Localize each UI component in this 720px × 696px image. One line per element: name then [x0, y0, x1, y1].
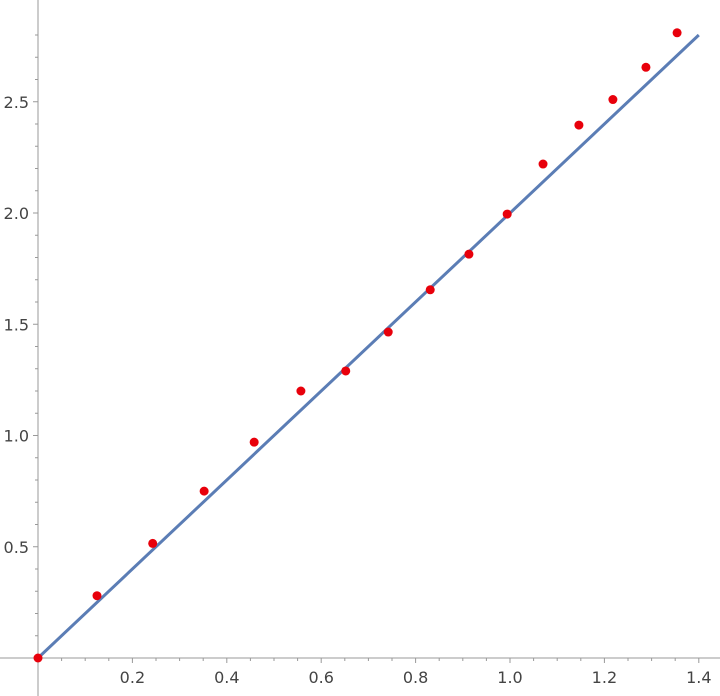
y-tick-label: 1.0: [4, 427, 29, 446]
data-point: [574, 120, 584, 130]
data-point: [341, 366, 351, 376]
data-point: [383, 327, 393, 337]
y-tick-label: 2.5: [4, 93, 29, 112]
data-point: [538, 159, 548, 169]
x-tick-label: 0.4: [214, 668, 239, 687]
x-tick-label: 1.4: [686, 668, 711, 687]
series-layer: [33, 28, 700, 663]
data-point: [199, 486, 209, 496]
data-point: [641, 62, 651, 72]
x-tick-label: 1.0: [497, 668, 522, 687]
x-axis-ticks: 0.2 0.4 0.6 0.8 1.0 1.2 1.4: [61, 658, 712, 687]
data-point: [502, 209, 512, 219]
data-point: [296, 386, 306, 396]
y-tick-label: 2.0: [4, 204, 29, 223]
y-tick-label: 1.5: [4, 315, 29, 334]
data-point: [608, 95, 618, 105]
y-axis-ticks: 0.5 1.0 1.5 2.0 2.5: [4, 34, 38, 637]
fit-line: [36, 33, 700, 660]
data-point: [92, 591, 102, 601]
y-tick-label: 0.5: [4, 538, 29, 557]
data-point: [464, 249, 474, 259]
data-point: [672, 28, 682, 38]
data-point: [148, 538, 158, 548]
x-tick-label: 0.2: [120, 668, 145, 687]
data-point: [425, 285, 435, 295]
x-tick-label: 0.8: [403, 668, 428, 687]
data-point: [249, 437, 259, 447]
data-point: [33, 653, 43, 663]
x-tick-label: 0.6: [308, 668, 333, 687]
x-tick-label: 1.2: [592, 668, 617, 687]
